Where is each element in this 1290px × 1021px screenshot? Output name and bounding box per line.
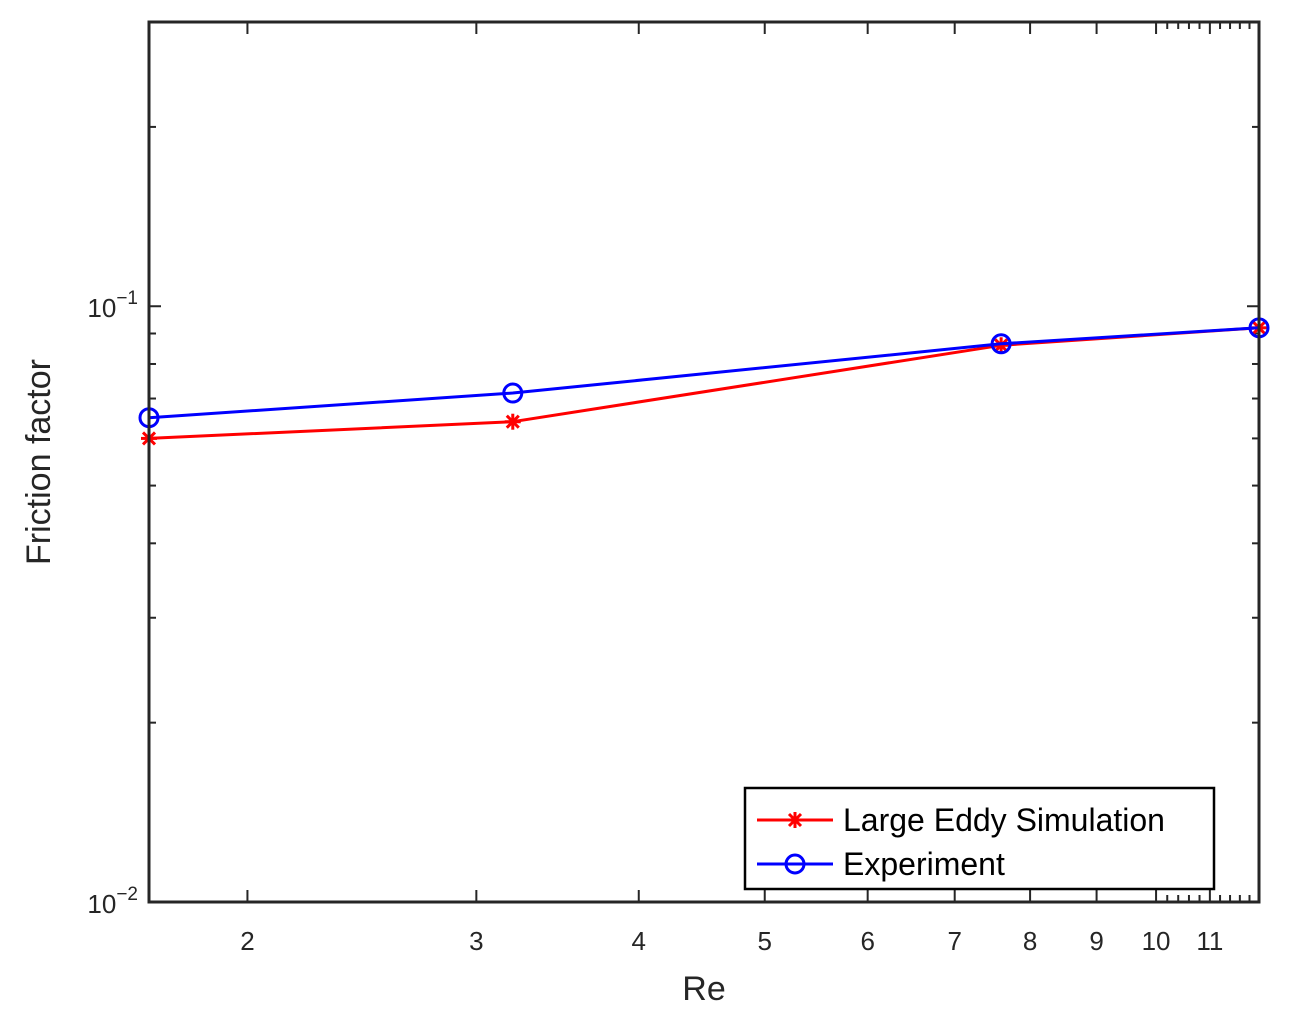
les-marker	[787, 812, 803, 828]
y-tick-label-exponent: −1	[116, 288, 138, 309]
x-tick-label: 7	[947, 926, 961, 956]
x-tick-label: 6	[860, 926, 874, 956]
plot-frame	[147, 20, 1261, 904]
y-tick-label: 10−1	[87, 288, 138, 323]
x-tick-label: 8	[1023, 926, 1037, 956]
legend-box	[743, 786, 1216, 891]
experiment-series-line	[148, 326, 1260, 420]
x-tick-label: 5	[758, 926, 772, 956]
y-tick-label-base: 10	[87, 293, 116, 323]
x-tick-label: 10	[1142, 926, 1171, 956]
x-tick-label: 4	[632, 926, 646, 956]
x-tick-label: 11	[1196, 926, 1223, 956]
x-tick-label: 2	[240, 926, 254, 956]
x-tick-label: 3	[469, 926, 483, 956]
x-tick-labels: 2 3 4 5 6 7 8 9 10 11	[240, 926, 1223, 956]
les-marker-stroke	[505, 414, 520, 429]
legend-items: Large Eddy Simulation Experiment	[757, 802, 1165, 882]
experiment-marker	[784, 853, 806, 875]
les-marker-stroke	[787, 812, 803, 828]
legend: Large Eddy Simulation Experiment	[743, 786, 1216, 891]
experiment-marker	[502, 382, 524, 404]
experiment-marker	[990, 333, 1012, 355]
y-tick-label: 10−2	[87, 884, 138, 919]
y-tick-label-base: 10	[87, 889, 116, 919]
les-marker	[504, 413, 521, 430]
legend-label: Experiment	[843, 846, 1005, 882]
minor-ticks	[149, 22, 1260, 902]
major-ticks	[149, 22, 1259, 903]
y-tick-label-exponent: −2	[116, 884, 138, 905]
series-layer	[138, 317, 1270, 447]
x-axis-label: Re	[682, 970, 725, 1008]
les-series-line	[148, 326, 1260, 440]
x-tick-label: 9	[1089, 926, 1103, 956]
legend-label: Large Eddy Simulation	[843, 802, 1165, 838]
y-tick-labels: 10−210−1	[87, 288, 138, 919]
y-axis-label: Friction factor	[20, 359, 58, 565]
